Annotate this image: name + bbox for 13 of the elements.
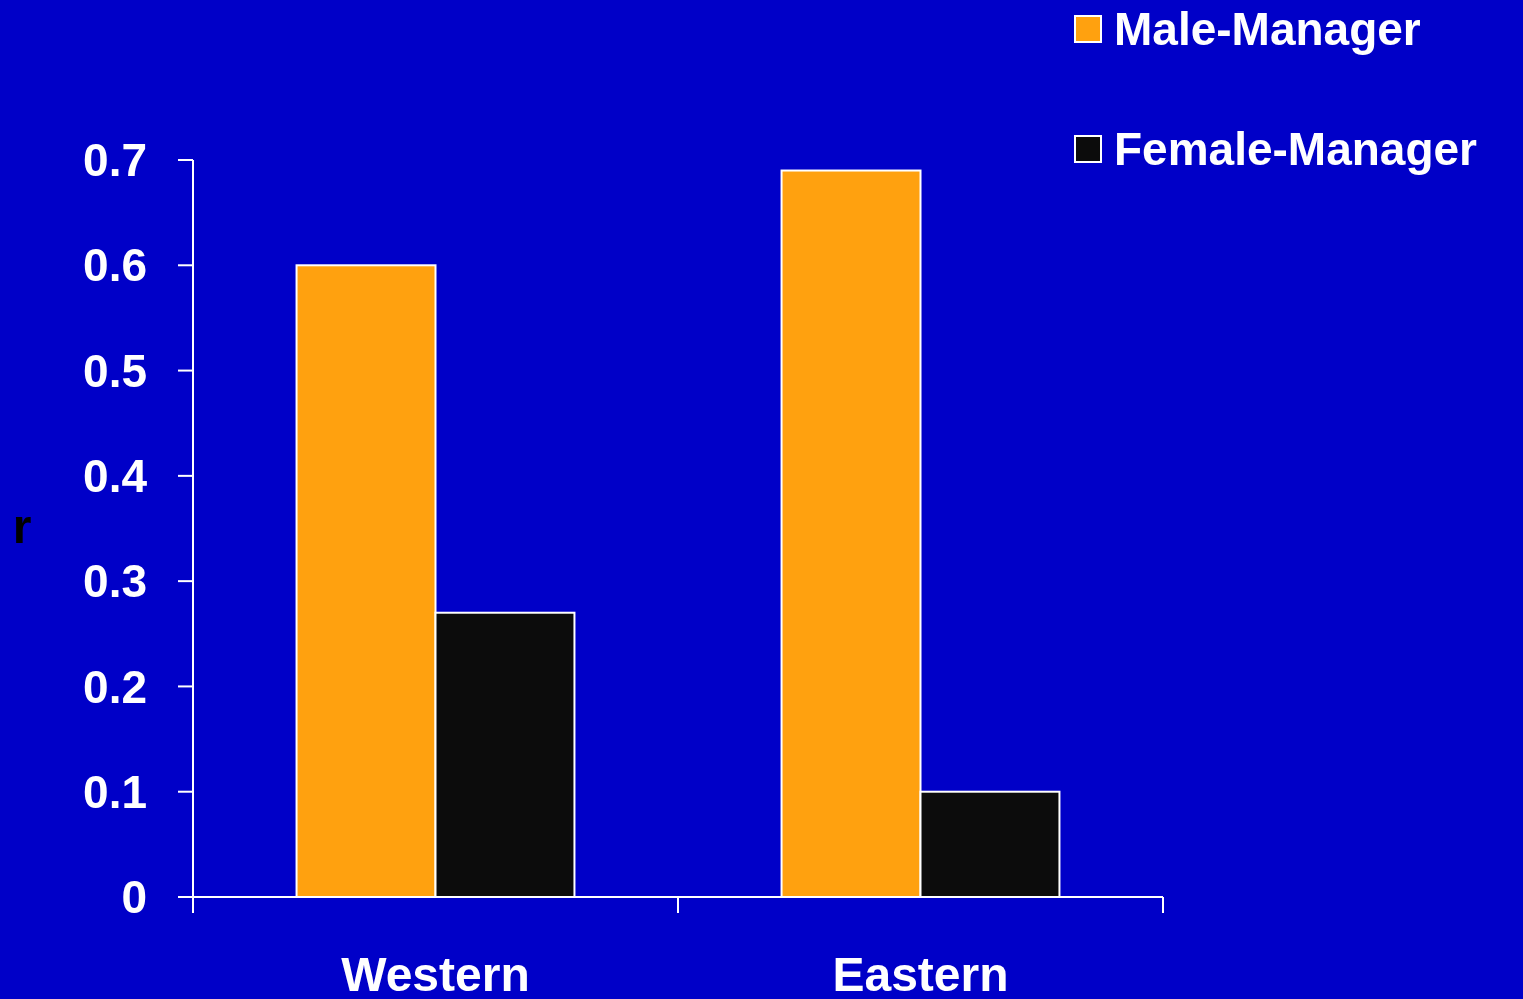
x-tick-label: Western	[341, 948, 530, 999]
y-tick-label: 0.5	[83, 344, 147, 397]
x-tick-label: Eastern	[832, 948, 1009, 999]
legend-label: Male-Manager	[1114, 3, 1421, 56]
y-axis-title: r	[12, 499, 32, 553]
y-tick-label: 0.3	[83, 555, 147, 608]
legend-label: Female-Manager	[1114, 123, 1478, 176]
y-tick-label: 0.2	[83, 660, 147, 713]
y-tick-label: 0.7	[83, 134, 147, 187]
y-tick-label: 0.1	[83, 765, 147, 818]
y-tick-label: 0.6	[83, 239, 147, 292]
y-tick-label: 0.4	[83, 449, 148, 502]
y-tick-label: 0	[121, 871, 147, 924]
